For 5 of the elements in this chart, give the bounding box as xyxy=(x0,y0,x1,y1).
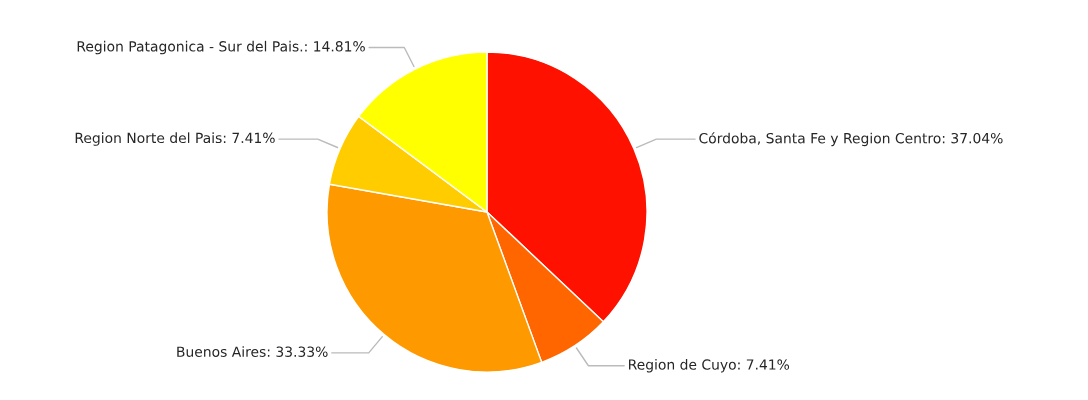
slice-label: Region de Cuyo: 7.41% xyxy=(629,359,790,373)
slice-label: Region Patagonica - Sur del Pais.: 14.81% xyxy=(77,40,365,55)
slice-label: Region Norte del Pais: 7.41% xyxy=(75,132,275,146)
slice-label: Buenos Aires: 33.33% xyxy=(177,346,328,357)
slice-label: Córdoba, Santa Fe y Region Centro: 37.04% xyxy=(699,132,1003,147)
